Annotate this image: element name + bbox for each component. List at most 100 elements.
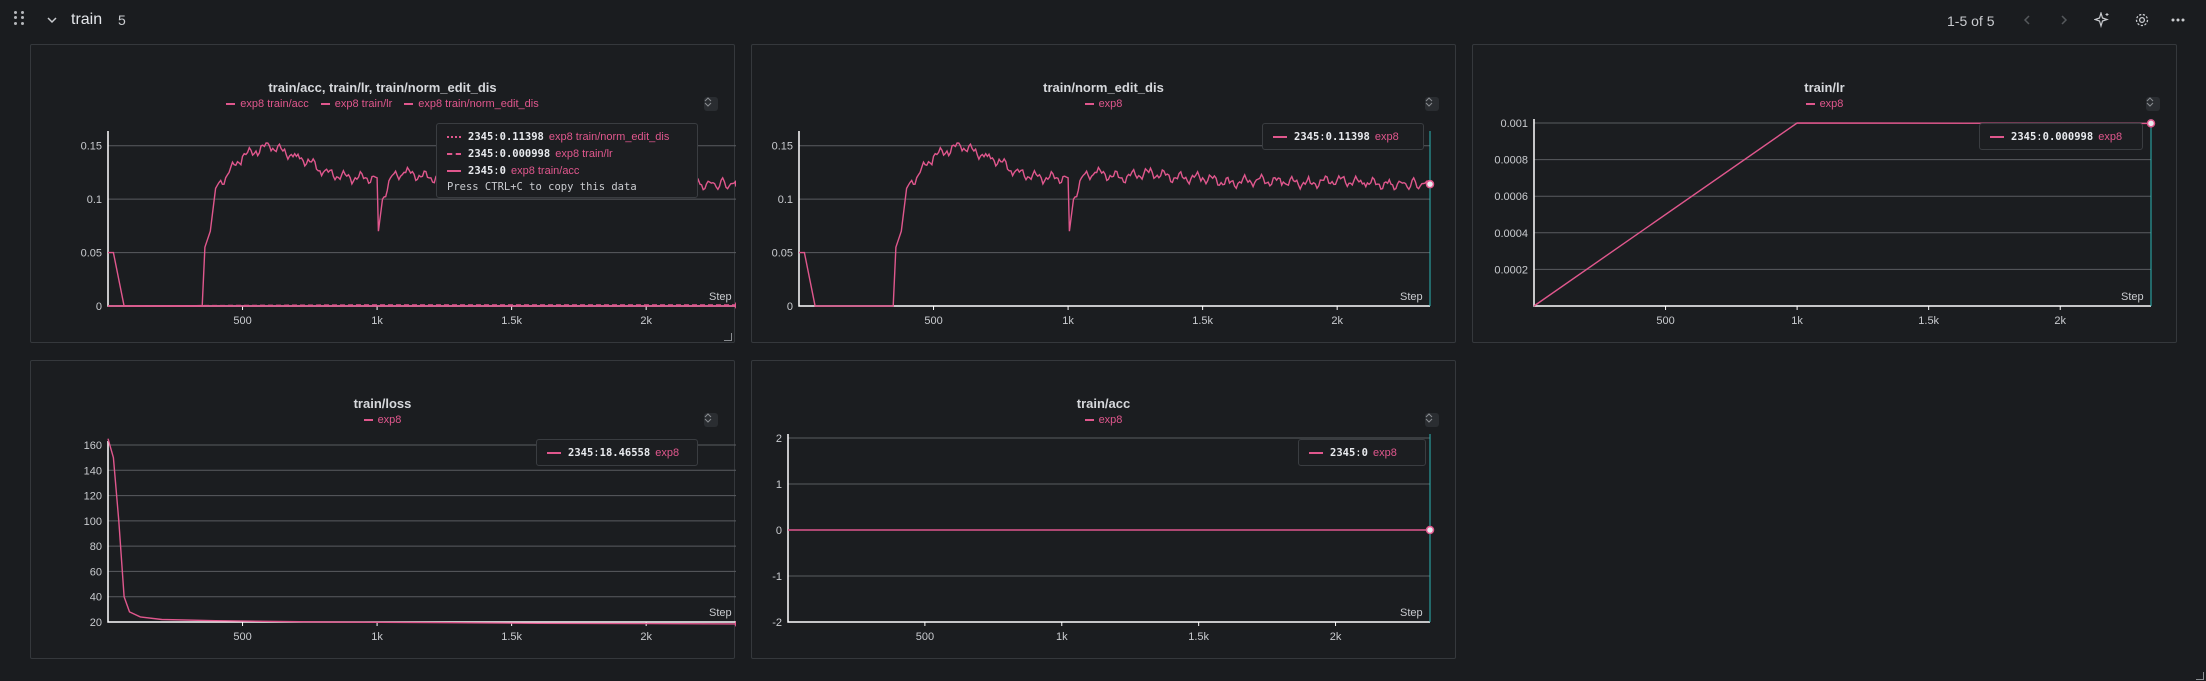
legend-item[interactable]: exp8 bbox=[1084, 98, 1122, 110]
panel-resize-handle[interactable] bbox=[724, 333, 732, 341]
line-chart[interactable]: 0.001 0.0008 0.0006 0.0004 0.0002 500 1k 1.5k 2k bbox=[1473, 45, 2178, 344]
tooltip-value: 0.000998 bbox=[499, 147, 551, 160]
y-tick-label: 0 bbox=[776, 525, 782, 537]
tooltip-step: 2345 bbox=[1330, 446, 1356, 459]
chart-panel[interactable]: train/norm_edit_dis exp8 0.15 0.1 0.05 0 500 1k… bbox=[751, 44, 1456, 343]
legend-swatch bbox=[363, 419, 373, 422]
x-tick-label: 500 bbox=[916, 631, 934, 643]
y-tick-label: 0.05 bbox=[81, 248, 102, 260]
x-axis-step-label: Step bbox=[1400, 607, 1423, 619]
line-chart[interactable]: 160 140 120 100 80 60 40 20 500 1k 1.5k 2k bbox=[31, 361, 736, 660]
tooltip-row: 2345: 0.000998 exp8 bbox=[1980, 128, 2142, 145]
tooltip-value: 0.11398 bbox=[499, 130, 544, 143]
hover-tooltip: 2345: 0.11398 exp8 bbox=[1262, 123, 1424, 150]
series-hover-point bbox=[734, 181, 736, 188]
tooltip-series-label: exp8 bbox=[2098, 130, 2123, 143]
line-chart[interactable]: 0.15 0.1 0.05 0 500 1k 1.5k 2k bbox=[752, 45, 1457, 344]
chevron-down-icon[interactable] bbox=[44, 12, 60, 28]
tooltip-swatch bbox=[447, 135, 461, 138]
hover-tooltip: 2345: 0.000998 exp8 bbox=[1979, 123, 2143, 150]
chart-panel[interactable]: train/lr exp8 0.001 0.0008 0.0006 0.0004 0.000… bbox=[1472, 44, 2177, 343]
hover-tooltip: 2345: 0 exp8 bbox=[1298, 439, 1426, 466]
y-tick-label: 140 bbox=[84, 465, 102, 477]
legend-swatch bbox=[404, 103, 414, 106]
chart-axes bbox=[798, 131, 1430, 307]
section-count-badge: 5 bbox=[118, 12, 126, 28]
legend-label: exp8 train/acc bbox=[240, 98, 309, 110]
y-tick-label: 100 bbox=[84, 516, 102, 528]
tooltip-value: 0 bbox=[1361, 446, 1368, 459]
y-tick-label: 0.001 bbox=[1500, 118, 1528, 130]
series-hover-point bbox=[1425, 179, 1435, 189]
tooltip-series-label: exp8 bbox=[1374, 130, 1399, 143]
panel-expand-icon[interactable] bbox=[1425, 413, 1439, 427]
panel-expand-icon[interactable] bbox=[2146, 97, 2160, 111]
chart-legend: exp8 bbox=[1473, 98, 2176, 110]
y-tick-label: -2 bbox=[772, 617, 782, 629]
legend-label: exp8 bbox=[1819, 98, 1844, 110]
panel-expand-icon[interactable] bbox=[704, 97, 718, 111]
gear-icon[interactable] bbox=[2132, 10, 2152, 30]
y-tick-label: 0.0006 bbox=[1494, 191, 1528, 203]
tooltip-separator: : bbox=[493, 164, 500, 177]
x-axis-step-label: Step bbox=[2121, 291, 2144, 303]
sparkle-icon[interactable] bbox=[2092, 10, 2112, 30]
section-title[interactable]: train bbox=[71, 11, 103, 28]
legend-label: exp8 bbox=[1098, 414, 1123, 426]
series-hover-point bbox=[1425, 525, 1435, 535]
legend-swatch bbox=[1084, 419, 1094, 422]
tooltip-separator: : bbox=[1319, 130, 1326, 143]
x-tick-label: 500 bbox=[233, 315, 251, 327]
tooltip-row: 2345: 0.11398 exp8 bbox=[1263, 128, 1423, 145]
line-chart[interactable]: 2 1 0 -1 -2 500 1k 1.5k 2k bbox=[752, 361, 1457, 660]
panel-expand-icon[interactable] bbox=[704, 413, 718, 427]
tooltip-series-label: exp8 bbox=[1372, 446, 1397, 459]
series-line[interactable] bbox=[107, 438, 736, 625]
y-tick-label: -1 bbox=[772, 571, 782, 583]
y-tick-label: 0.0002 bbox=[1494, 264, 1528, 276]
chart-legend: exp8 bbox=[752, 98, 1455, 110]
chart-panel[interactable]: train/acc exp8 2 1 0 -1 -2 500 1k 1.5k 2k Step 2345:… bbox=[751, 360, 1456, 659]
tooltip-swatch bbox=[1309, 451, 1323, 454]
legend-label: exp8 train/norm_edit_dis bbox=[418, 98, 539, 110]
more-horizontal-icon[interactable] bbox=[2168, 10, 2188, 30]
tooltip-step: 2345 bbox=[468, 130, 494, 143]
tooltip-swatch bbox=[547, 451, 561, 454]
tooltip-row: 2345: 0 exp8 bbox=[1299, 444, 1425, 461]
legend-item[interactable]: exp8 bbox=[1084, 414, 1123, 426]
tooltip-series-label: exp8 train/lr bbox=[555, 147, 613, 160]
chart-panel[interactable]: train/loss exp8 160 140 120 100 80 60 40 20 500 1k 1… bbox=[30, 360, 736, 660]
x-tick-label: 500 bbox=[233, 631, 251, 643]
legend-item[interactable]: exp8 train/lr bbox=[320, 98, 392, 110]
tooltip-value: 0.11398 bbox=[1325, 130, 1370, 143]
x-tick-label: 1k bbox=[371, 631, 383, 643]
legend-item[interactable]: exp8 bbox=[363, 414, 401, 426]
tooltip-step: 2345 bbox=[1294, 130, 1320, 143]
chart-panel[interactable]: train/acc, train/lr, train/norm_edit_dis… bbox=[30, 44, 736, 344]
x-tick-label: 1k bbox=[1791, 315, 1803, 327]
tooltip-separator: : bbox=[2036, 130, 2043, 143]
chart-title: train/acc, train/lr, train/norm_edit_dis bbox=[268, 80, 497, 95]
series-line[interactable] bbox=[799, 142, 1431, 307]
chart-title: train/acc bbox=[1076, 396, 1131, 411]
y-tick-label: 0 bbox=[96, 301, 102, 313]
x-tick-label: 1k bbox=[371, 315, 383, 327]
panel-expand-icon[interactable] bbox=[1425, 97, 1439, 111]
line-chart[interactable]: 0.15 0.1 0.05 0 500 1k 1.5k 2k bbox=[31, 45, 736, 344]
legend-item[interactable]: exp8 train/acc bbox=[226, 98, 309, 110]
tooltip-swatch bbox=[447, 169, 461, 172]
chevron-right-icon[interactable] bbox=[2054, 10, 2074, 30]
legend-item[interactable]: exp8 bbox=[1805, 98, 1844, 110]
series-hover-point bbox=[2146, 119, 2156, 128]
y-tick-label: 0.15 bbox=[81, 141, 102, 153]
chart-axes bbox=[107, 441, 736, 623]
legend-item[interactable]: exp8 train/norm_edit_dis bbox=[404, 98, 539, 110]
drag-handle-icon[interactable] bbox=[14, 11, 26, 25]
chevron-left-icon[interactable] bbox=[2017, 10, 2037, 30]
section-resize-handle[interactable] bbox=[2196, 672, 2204, 680]
y-tick-label: 0.1 bbox=[778, 194, 793, 206]
series-line[interactable] bbox=[1533, 122, 2152, 307]
legend-swatch bbox=[1805, 103, 1815, 106]
tooltip-separator: : bbox=[593, 446, 600, 459]
hover-tooltip: 2345: 18.46558 exp8 bbox=[536, 439, 698, 466]
